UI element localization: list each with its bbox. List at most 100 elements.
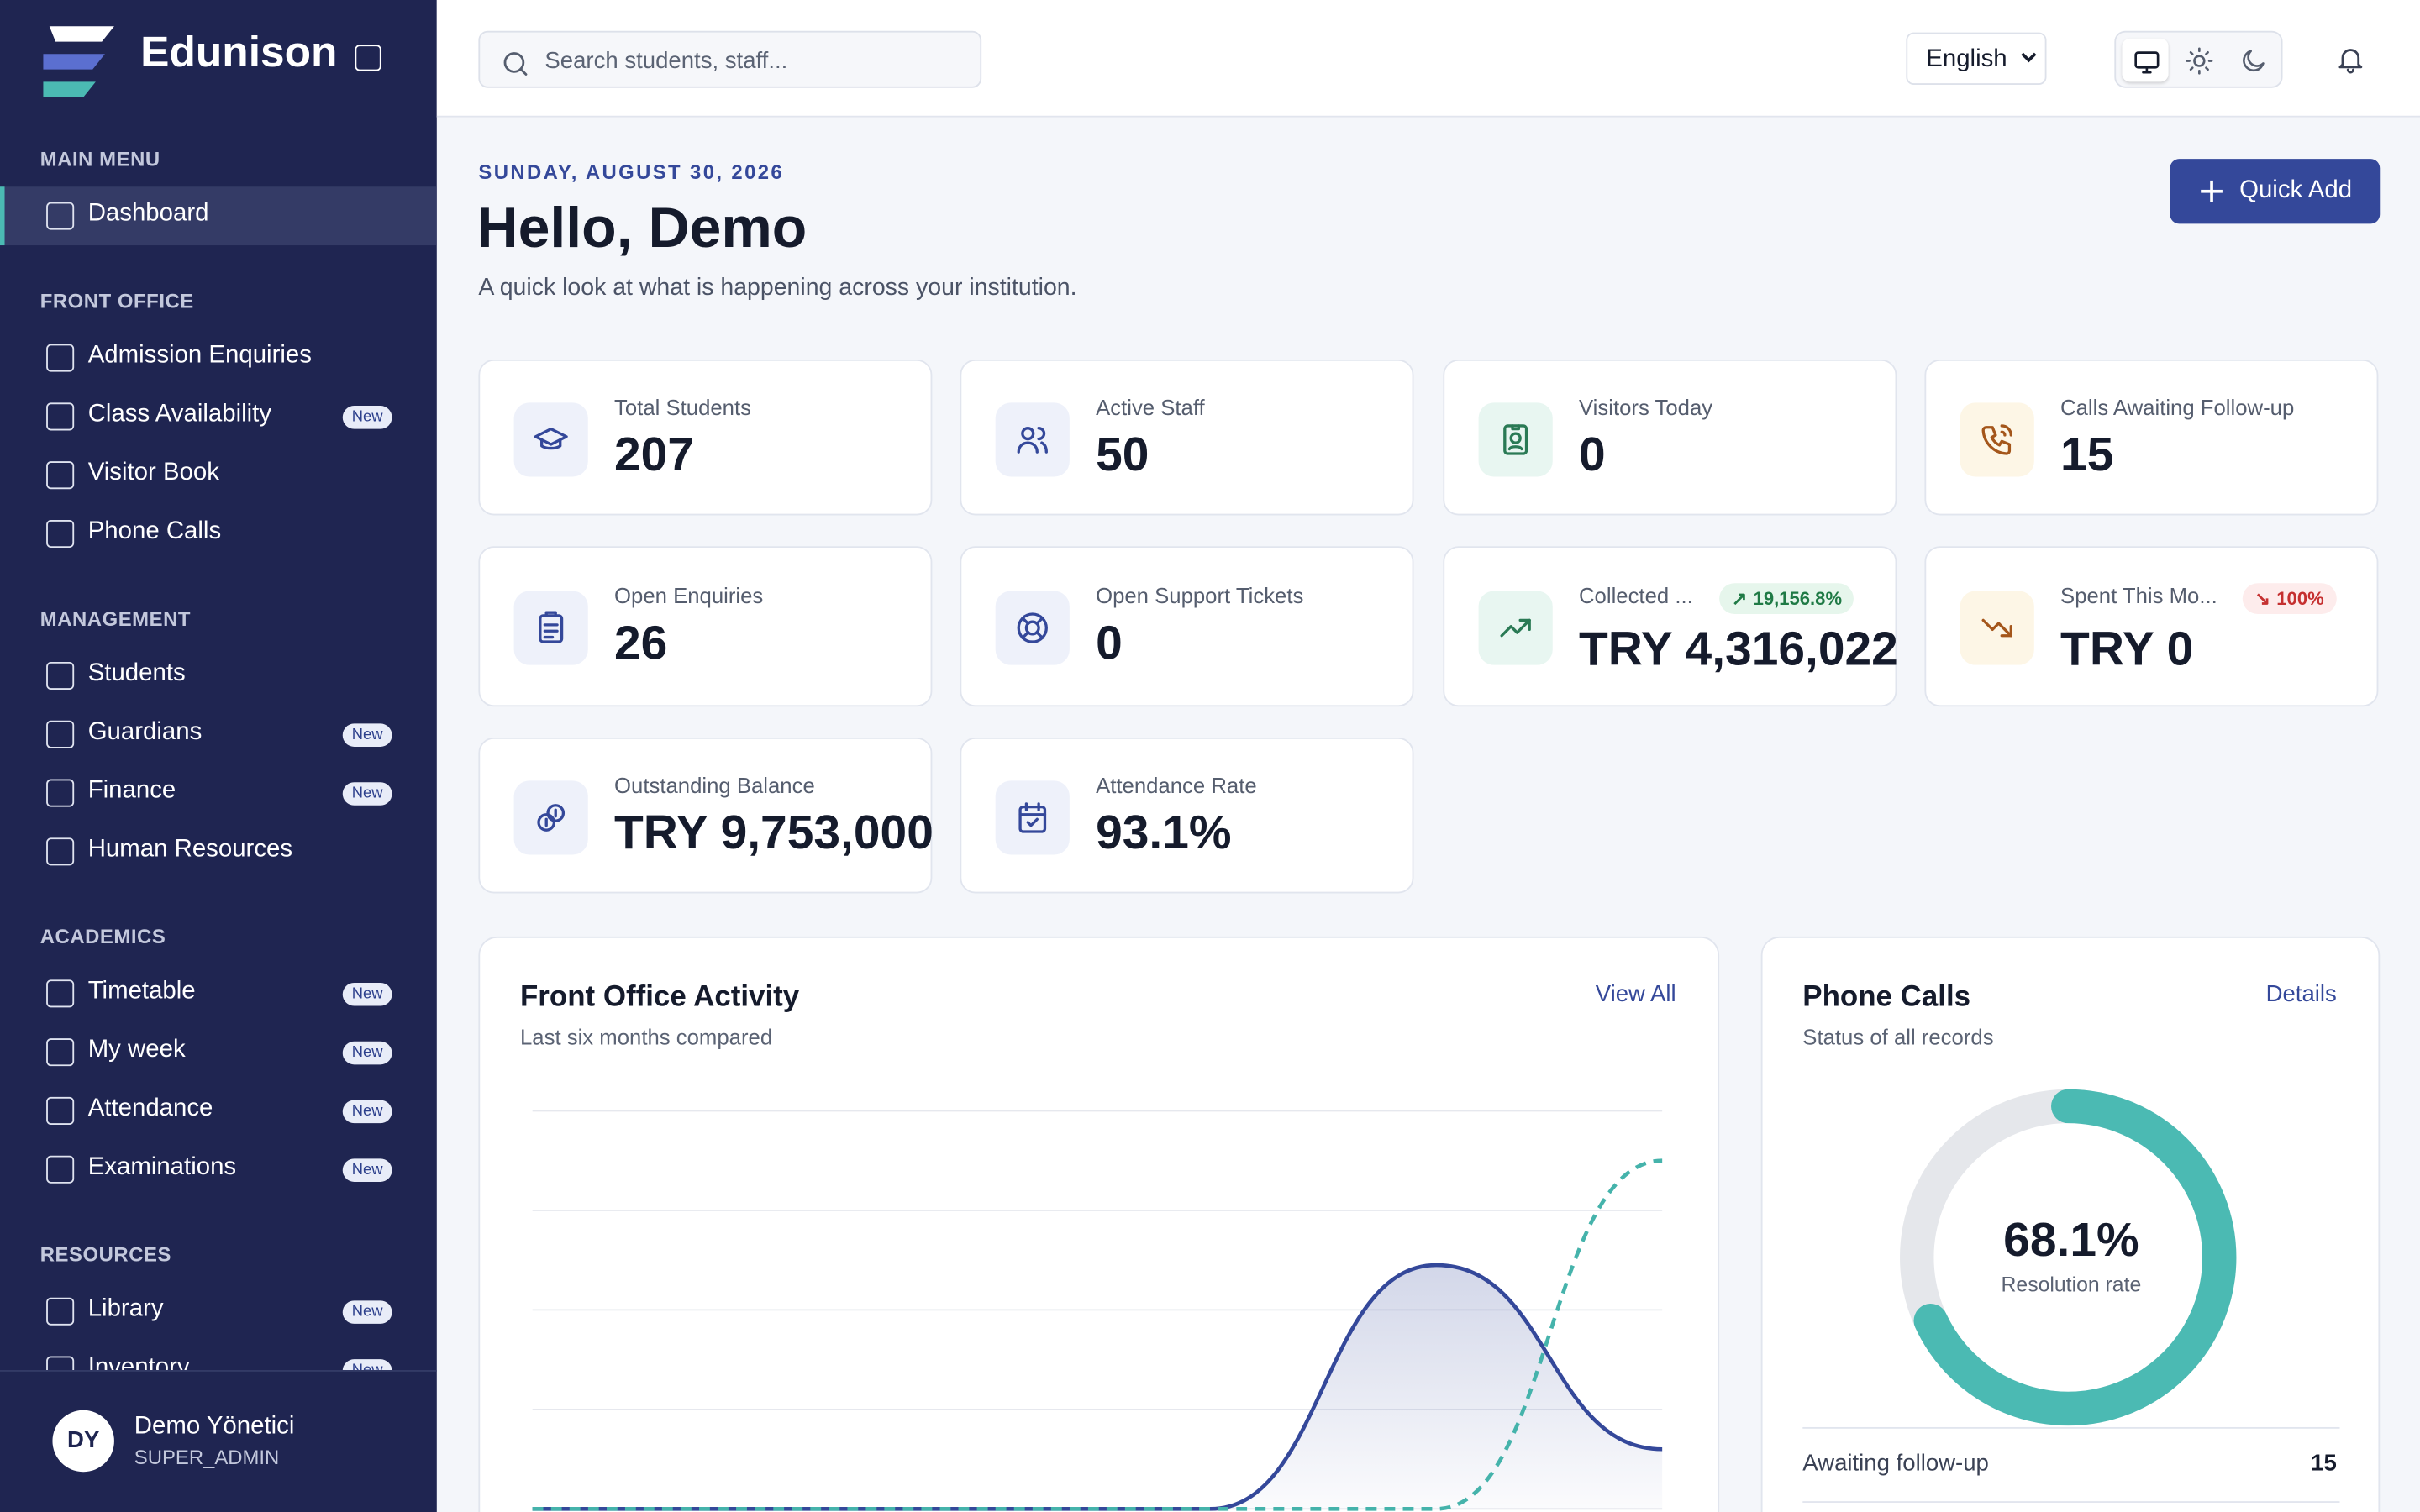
menu-label: Students [87, 660, 186, 687]
stat-value: 207 [614, 426, 695, 481]
search-placeholder: Search students, staff... [544, 47, 788, 75]
menu-label: Inventory [87, 1354, 190, 1371]
menu-item[interactable]: Inventory New [0, 1341, 437, 1371]
menu-icon [46, 402, 75, 431]
nav: MAIN MENU Dashboard FRONT OFFICE Admission … [0, 118, 437, 1371]
icon [533, 610, 570, 654]
menu-icon [46, 1297, 75, 1326]
menu-item[interactable]: Human Resources [0, 822, 437, 881]
stat-card: Outstanding Balance TRY 9,753,000 [478, 737, 934, 894]
new-badge: New [342, 1359, 392, 1371]
menu-item[interactable]: Admission Enquiries [0, 328, 437, 387]
menu-item[interactable]: Students [0, 647, 437, 706]
stat-card: Open Enquiries 26 [478, 546, 933, 707]
logo [40, 20, 118, 97]
new-badge: New [342, 1041, 392, 1065]
menu-label: Guardians [87, 718, 203, 746]
menu-item[interactable]: Examinations New [0, 1140, 437, 1199]
menu-icon [46, 720, 75, 748]
avatar: DY [52, 1410, 114, 1473]
icon-glyph [2186, 47, 2213, 75]
trend-badge: ↗ 19,156.8% [1719, 583, 1854, 615]
badge-text: 100% [2276, 587, 2324, 610]
active-bar [0, 186, 5, 246]
menu-item[interactable]: Guardians New [0, 705, 437, 764]
quick-add-label: Quick Add [2239, 177, 2353, 204]
menu-label: Class Availability [87, 401, 272, 428]
menu-label: Phone Calls [87, 518, 222, 545]
menu-icon [46, 661, 75, 690]
stat-icon [995, 780, 1070, 854]
collapse-button[interactable] [355, 45, 381, 71]
stat-card: Visitors Today 0 [1443, 359, 1897, 516]
section-title: ACADEMICS [39, 925, 166, 948]
stat-label: Visitors Today [1578, 394, 1713, 419]
icon-glyph [1503, 423, 1528, 454]
menu-item[interactable]: Class Availability New [0, 387, 437, 446]
details-link[interactable]: Details [2265, 981, 2337, 1008]
icon-glyph [1500, 618, 1531, 638]
stat-label: Attendance Rate [1096, 772, 1257, 797]
theme-toggle[interactable] [2114, 30, 2283, 88]
stat-label: Calls Awaiting Follow-up [2060, 394, 2295, 419]
stat-value: 15 [2060, 426, 2114, 481]
icon [1497, 610, 1534, 654]
row-label: Awaiting follow-up [1802, 1450, 1989, 1477]
menu-icon [46, 1356, 75, 1371]
menu-label: Dashboard [87, 200, 209, 228]
menu-item[interactable]: My week New [0, 1023, 437, 1082]
menu-icon [46, 979, 75, 1008]
stat-icon [1478, 402, 1553, 476]
stat-label: Open Support Tickets [1096, 583, 1304, 608]
menu-label: Human Resources [87, 836, 293, 863]
user-role: SUPER_ADMIN [134, 1446, 280, 1469]
icon [500, 48, 531, 86]
menu-item[interactable]: Library New [0, 1282, 437, 1341]
language-select[interactable]: English [1906, 32, 2047, 86]
row-value: 15 [2311, 1450, 2337, 1477]
icon [2335, 44, 2366, 81]
stat-value: 26 [614, 615, 668, 670]
stat-value: TRY 4,316,022 [1578, 622, 1898, 676]
menu-icon [46, 1096, 75, 1125]
theme-system[interactable] [2122, 38, 2169, 82]
panel-subtitle: Status of all records [1802, 1024, 1994, 1049]
icon [1979, 421, 2016, 465]
search-box[interactable]: Search students, staff... [478, 30, 982, 88]
menu-item[interactable]: Phone Calls [0, 505, 437, 564]
brand: Edunison [140, 28, 338, 76]
icon-glyph [537, 803, 566, 831]
icon-glyph [2338, 49, 2363, 74]
icon [2238, 46, 2268, 82]
stat-value: TRY 9,753,000 [614, 804, 934, 859]
stat-icon [1960, 591, 2034, 665]
section-title: FRONT OFFICE [39, 289, 194, 312]
stat-label: Total Students [614, 394, 752, 419]
new-badge: New [342, 983, 392, 1006]
panel-title: Front Office Activity [519, 981, 800, 1014]
stat-card: Collected ... TRY 4,316,022 ↗ 19,156.8% [1443, 546, 1898, 707]
trend-arrow: ↘ [2254, 587, 2270, 610]
row-divider [1802, 1426, 2340, 1429]
language-label: English [1926, 46, 2007, 73]
menu-icon [46, 344, 75, 372]
menu-item[interactable]: Finance New [0, 764, 437, 822]
new-badge: New [342, 1300, 392, 1324]
menu-item[interactable]: Timetable New [0, 964, 437, 1023]
menu-icon [46, 519, 75, 549]
menu-item[interactable]: Dashboard [0, 186, 437, 246]
menu-icon [46, 202, 75, 230]
trend-badge: ↘ 100% [2242, 583, 2337, 615]
icon-glyph [1017, 612, 1048, 643]
view-all-link[interactable]: View All [1595, 981, 1676, 1008]
logo-mark [43, 26, 114, 97]
menu-label: My week [87, 1037, 186, 1063]
menu-item[interactable]: Visitor Book [0, 446, 437, 505]
stat-icon [513, 780, 588, 854]
stat-value: TRY 0 [2060, 622, 2194, 676]
stat-icon [1960, 402, 2034, 476]
stat-icon [513, 591, 588, 665]
menu-item[interactable]: Attendance New [0, 1082, 437, 1141]
quick-add-button[interactable]: Quick Add [2170, 159, 2381, 224]
